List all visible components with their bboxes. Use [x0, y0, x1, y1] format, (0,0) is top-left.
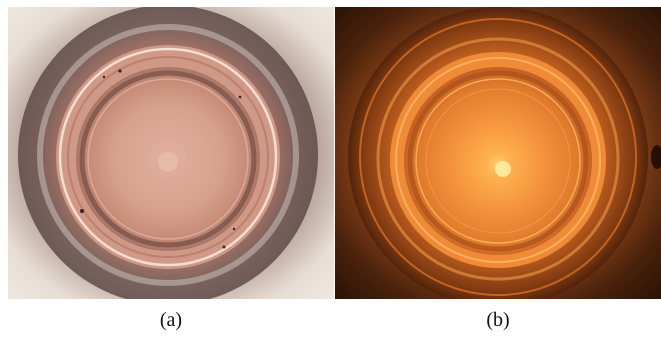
lens-image-a [8, 7, 334, 299]
lens-image-b [335, 7, 661, 299]
caption-b: (b) [486, 309, 510, 331]
image-panel-b [335, 7, 661, 299]
caption-a: (a) [159, 309, 183, 331]
image-panel-a [8, 7, 334, 299]
